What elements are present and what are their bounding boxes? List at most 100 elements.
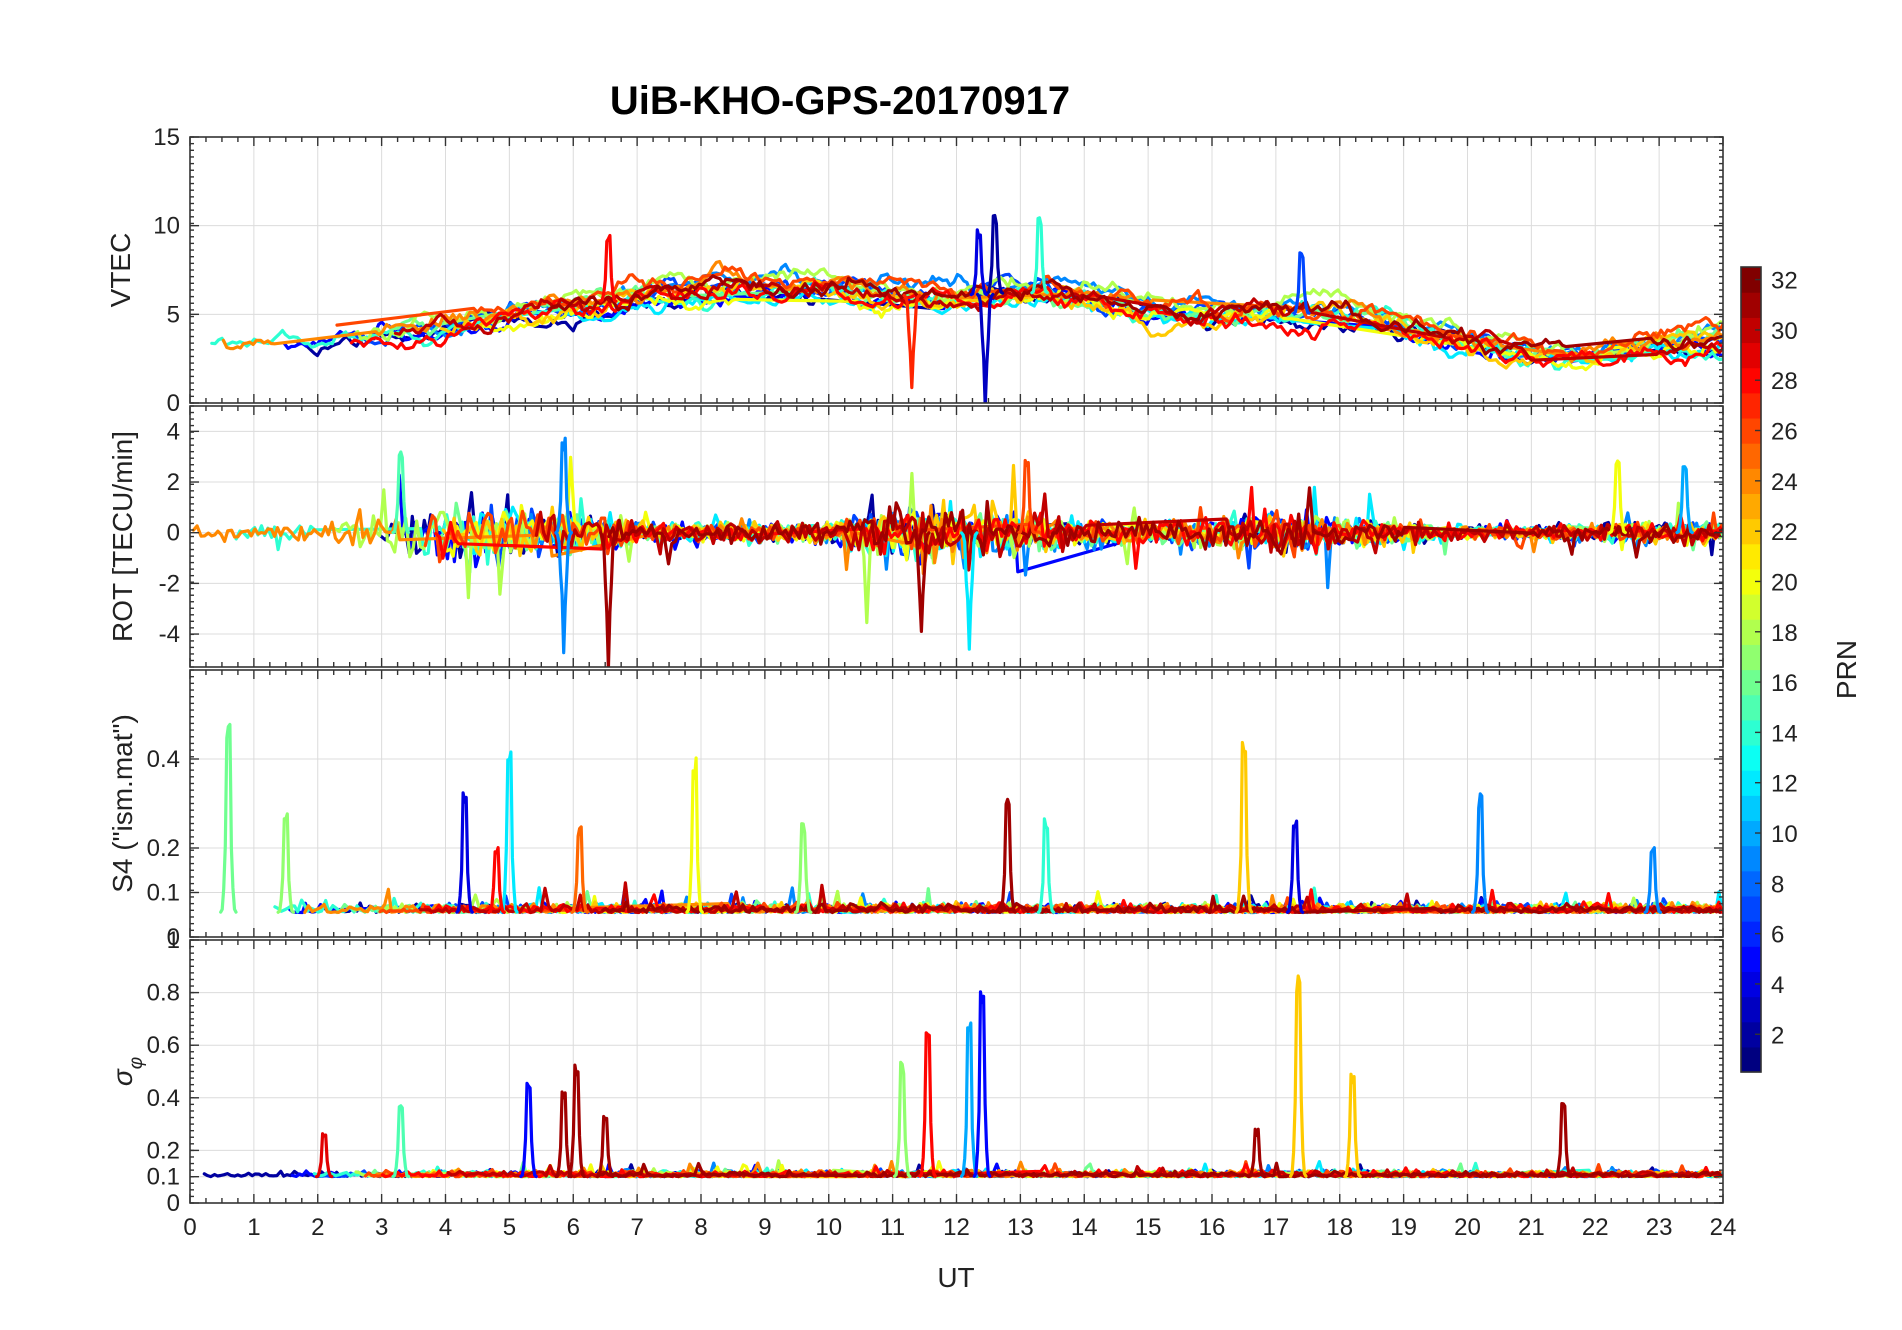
x-tick-label: 9 <box>758 1214 771 1241</box>
x-tick-label: 22 <box>1582 1214 1609 1241</box>
peak-prn-9 <box>1470 792 1490 914</box>
x-tick-label: 8 <box>694 1214 707 1241</box>
colorbar-band <box>1741 468 1761 495</box>
peak-prn-9 <box>554 436 573 535</box>
x-tick-label: 6 <box>567 1214 580 1241</box>
colorbar-band <box>1741 1046 1761 1073</box>
colorbar-band <box>1741 518 1761 545</box>
series-line-prn-31 <box>596 1161 1723 1179</box>
x-tick-label: 0 <box>183 1214 196 1241</box>
ticks <box>189 405 1724 668</box>
panel-1: 0 5 10 15 VTEC <box>105 124 1724 417</box>
x-tick-label: 24 <box>1710 1214 1737 1241</box>
series-line-prn-31 <box>547 274 1723 356</box>
x-tick-label: 7 <box>630 1214 643 1241</box>
ticks <box>189 669 1724 938</box>
peak-prn-22 <box>1234 740 1254 914</box>
peak-prn-4 <box>1285 819 1305 914</box>
y-tick-label: 0.6 <box>147 1032 180 1059</box>
colorbar-tick-label: 26 <box>1771 419 1798 446</box>
colorbar-band <box>1741 946 1761 972</box>
colorbar-tick-label: 24 <box>1771 469 1798 496</box>
x-tick-label: 13 <box>1007 1214 1034 1241</box>
colorbar-band <box>1741 317 1761 344</box>
colorbar-band <box>1741 845 1761 872</box>
y-tick-label: 2 <box>167 469 180 496</box>
y-tick-label: 15 <box>153 124 180 151</box>
y-axis-label: ROT [TECU/min] <box>107 431 138 642</box>
y-tick-label: 0 <box>167 924 180 951</box>
colorbar-band <box>1741 493 1761 520</box>
colorbar-tick-label: 10 <box>1771 821 1798 848</box>
peak-prn-2 <box>985 213 1005 295</box>
peak-prn-22 <box>1343 1072 1362 1179</box>
y-tick-label: 4 <box>167 418 180 445</box>
colorbar-band <box>1741 292 1761 318</box>
peak-prn-5 <box>519 1081 538 1179</box>
x-tick-label: 1 <box>247 1214 260 1241</box>
series-line-prn-31 <box>601 894 1722 915</box>
peak-prn-17 <box>276 812 296 914</box>
y-tick-label: 0.4 <box>147 1085 180 1112</box>
peak-prn-27 <box>902 293 922 390</box>
y-axis-label: S4 ("ism.mat") <box>107 714 138 893</box>
peak-prn-17 <box>892 1060 912 1179</box>
x-tick-label: 16 <box>1199 1214 1226 1241</box>
peak-prn-4 <box>455 791 474 914</box>
colorbar-band <box>1741 820 1761 847</box>
x-tick-label: 2 <box>311 1214 324 1241</box>
peak-prn-31 <box>567 1063 586 1179</box>
colorbar-band <box>1741 895 1761 922</box>
colorbar-band <box>1741 870 1761 897</box>
x-tick-label: 11 <box>880 1214 905 1241</box>
colorbar-band <box>1741 443 1761 469</box>
ticks <box>189 136 1724 404</box>
colorbar-band <box>1741 417 1761 444</box>
peak-prn-31 <box>599 531 618 667</box>
peak-prn-14 <box>1030 216 1049 295</box>
peak-prn-10 <box>959 1021 979 1179</box>
y-axis-label-sub: φ <box>126 1057 147 1069</box>
y-axis-label: σφ <box>107 1057 147 1086</box>
x-tick-label: 21 <box>1518 1214 1545 1241</box>
y-tick-label: 1 <box>167 927 180 954</box>
colorbar-band <box>1741 392 1761 419</box>
traces <box>219 722 1723 915</box>
x-tick-label: 12 <box>943 1214 970 1241</box>
panel-2: -4 -2 0 2 4 ROT [TECU/min] <box>107 405 1724 668</box>
peak-prn-28 <box>487 846 506 915</box>
peak-prn-31 <box>595 1114 615 1179</box>
colorbar-frame <box>1740 266 1762 1073</box>
x-tick-label: 3 <box>375 1214 388 1241</box>
colorbar-band <box>1741 594 1761 620</box>
colorbar-band <box>1741 795 1761 822</box>
peak-prn-20 <box>685 756 704 914</box>
colorbar-band <box>1741 367 1761 394</box>
traces <box>210 213 1723 403</box>
colorbar-tick-label: 14 <box>1771 720 1798 747</box>
colorbar-band <box>1741 971 1761 998</box>
peak-prn-12 <box>959 531 979 651</box>
y-tick-label: 0 <box>167 520 180 547</box>
colorbar-tick-label: 6 <box>1771 922 1784 949</box>
colorbar-tick-label: 30 <box>1771 318 1798 345</box>
colorbar-band <box>1741 719 1761 746</box>
colorbar-band <box>1741 342 1761 369</box>
peak-prn-31 <box>998 797 1017 914</box>
y-tick-label: -2 <box>159 570 180 597</box>
peak-prn-31 <box>1247 1127 1267 1179</box>
x-tick-label: 15 <box>1135 1214 1162 1241</box>
y-tick-label: 0.1 <box>147 880 180 907</box>
peak-prn-10 <box>1675 465 1694 535</box>
peak-prn-31 <box>912 531 931 634</box>
traces <box>191 436 1723 667</box>
y-axis-label-main: σ <box>107 1068 138 1086</box>
x-tick-label: 19 <box>1390 1214 1417 1241</box>
colorbar-band <box>1741 543 1761 570</box>
colorbar-tick-label: 28 <box>1771 368 1798 395</box>
y-tick-label: 0 <box>167 1190 180 1217</box>
peak-prn-9 <box>554 531 573 655</box>
peak-prn-26 <box>1017 458 1037 535</box>
